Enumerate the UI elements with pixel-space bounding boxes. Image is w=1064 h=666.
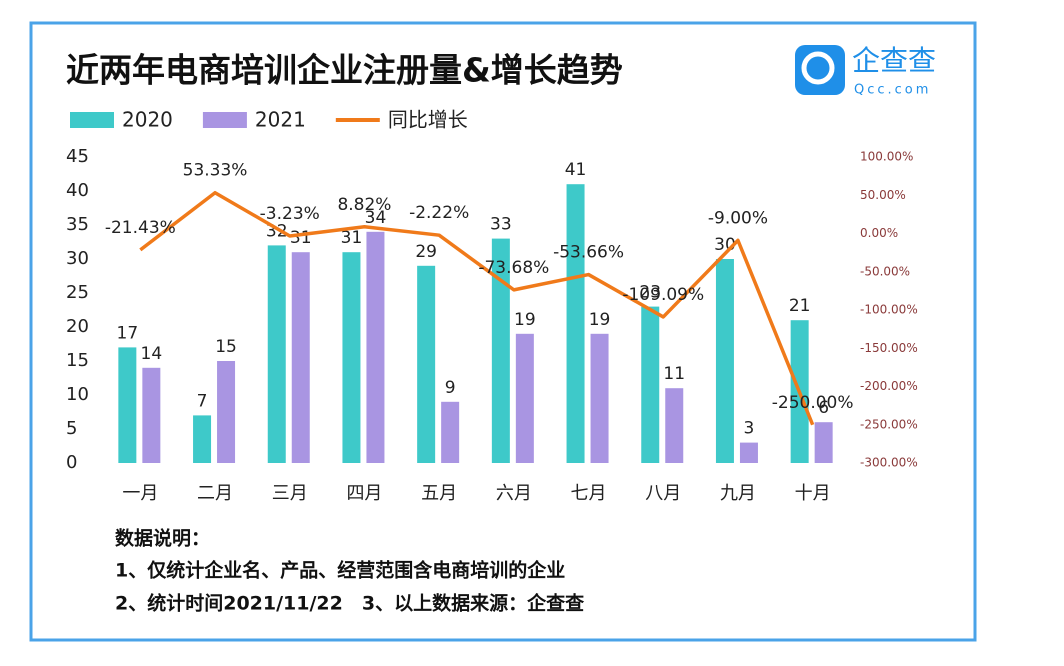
chart-title: 近两年电商培训企业注册量&增长趋势 [66, 51, 623, 90]
legend-swatch [70, 112, 114, 128]
y-tick-label: 35 [66, 214, 89, 235]
bar [193, 415, 212, 463]
y-tick-label: 10 [66, 384, 89, 405]
line-value-label: -9.00% [708, 208, 768, 228]
x-tick-label: 十月 [795, 483, 831, 504]
y-tick-label: 25 [66, 282, 89, 303]
bar [739, 442, 758, 463]
y-tick-label: 5 [66, 418, 77, 439]
bar-value-label: 7 [197, 391, 208, 411]
bar [417, 265, 436, 463]
bar-value-label: 34 [365, 208, 387, 228]
x-tick-label: 八月 [645, 483, 681, 504]
bar [342, 252, 361, 463]
annotation: 数据说明： [115, 527, 210, 550]
bar [366, 231, 385, 463]
x-tick-label: 九月 [720, 483, 756, 504]
bar [217, 361, 236, 463]
y-tick-label: 30 [66, 248, 89, 269]
legend-swatch [202, 112, 247, 128]
y-tick-label: 0 [66, 452, 77, 473]
bar-value-label: 6 [818, 398, 829, 418]
bar [118, 347, 137, 463]
y2-tick-label: -200.00% [860, 379, 918, 393]
y2-tick-label: 50.00% [860, 188, 906, 202]
logo-name: 企查查 [852, 44, 936, 77]
x-tick-label: 四月 [346, 483, 382, 504]
bar-value-label: 3 [744, 419, 755, 439]
line-value-label: -73.68% [478, 258, 549, 278]
x-tick-label: 五月 [421, 483, 457, 504]
bar-value-label: 31 [290, 228, 312, 248]
bar [441, 401, 460, 463]
x-tick-label: 六月 [496, 483, 532, 504]
y-tick-label: 45 [66, 146, 89, 167]
annotation: 2、统计时间2021/11/22 3、以上数据来源：企查查 [115, 592, 585, 615]
bar-value-label: 17 [117, 323, 139, 343]
line-value-label: 8.82% [337, 195, 391, 215]
bar-value-label: 15 [215, 337, 237, 357]
y2-tick-label: -150.00% [860, 341, 918, 355]
bar-value-label: 14 [141, 344, 163, 364]
annotation: 1、仅统计企业名、产品、经营范围含电商培训的企业 [115, 559, 565, 582]
line-value-label: 53.33% [183, 161, 248, 181]
bar [566, 184, 585, 463]
line-value-label: -21.43% [105, 218, 176, 238]
bar [515, 333, 534, 463]
y-tick-label: 20 [66, 316, 89, 337]
bar [267, 245, 286, 463]
line [139, 190, 815, 426]
bar-value-label: 41 [565, 160, 587, 180]
bar [665, 388, 684, 463]
x-tick-label: 七月 [571, 483, 607, 504]
bar-value-label: 9 [445, 378, 456, 398]
bar-value-label: 23 [639, 283, 661, 303]
line-value-label: -53.66% [553, 243, 624, 263]
legend-label: 2021 [255, 108, 306, 132]
x-tick-label: 二月 [197, 483, 233, 504]
y2-tick-label: -50.00% [860, 264, 910, 278]
x-tick-label: 一月 [122, 483, 158, 504]
bar [641, 306, 660, 463]
bar-value-label: 29 [415, 242, 437, 262]
y2-tick-label: -250.00% [860, 417, 918, 431]
bar-value-label: 19 [589, 310, 611, 330]
legend-label: 2020 [122, 108, 173, 132]
y2-tick-label: 100.00% [860, 150, 913, 164]
bar [142, 367, 161, 463]
bar-value-label: 11 [663, 364, 685, 384]
bar-value-label: 21 [789, 296, 811, 316]
line-value-label: -109.09% [622, 285, 704, 305]
x-tick-label: 三月 [272, 483, 308, 504]
bar [491, 238, 510, 463]
bar-value-label: 31 [341, 228, 363, 248]
logo-site: Qcc.com [854, 83, 931, 98]
bar [715, 259, 734, 463]
bar [590, 333, 609, 463]
y-tick-label: 40 [66, 180, 89, 201]
y2-tick-label: 0.00% [860, 226, 898, 240]
line-value-label: -3.23% [260, 204, 320, 224]
logo-mark [801, 51, 835, 85]
bar-value-label: 33 [490, 215, 512, 235]
bar [291, 252, 310, 463]
line-value-label: -2.22% [409, 203, 469, 223]
y-tick-label: 15 [66, 350, 89, 371]
y2-tick-label: -300.00% [860, 456, 918, 470]
line-value-label: -250.00% [772, 393, 854, 413]
bar-value-label: 19 [514, 310, 536, 330]
bar [814, 422, 833, 463]
legend-label: 同比增长 [388, 108, 468, 132]
y2-tick-label: -100.00% [860, 303, 918, 317]
